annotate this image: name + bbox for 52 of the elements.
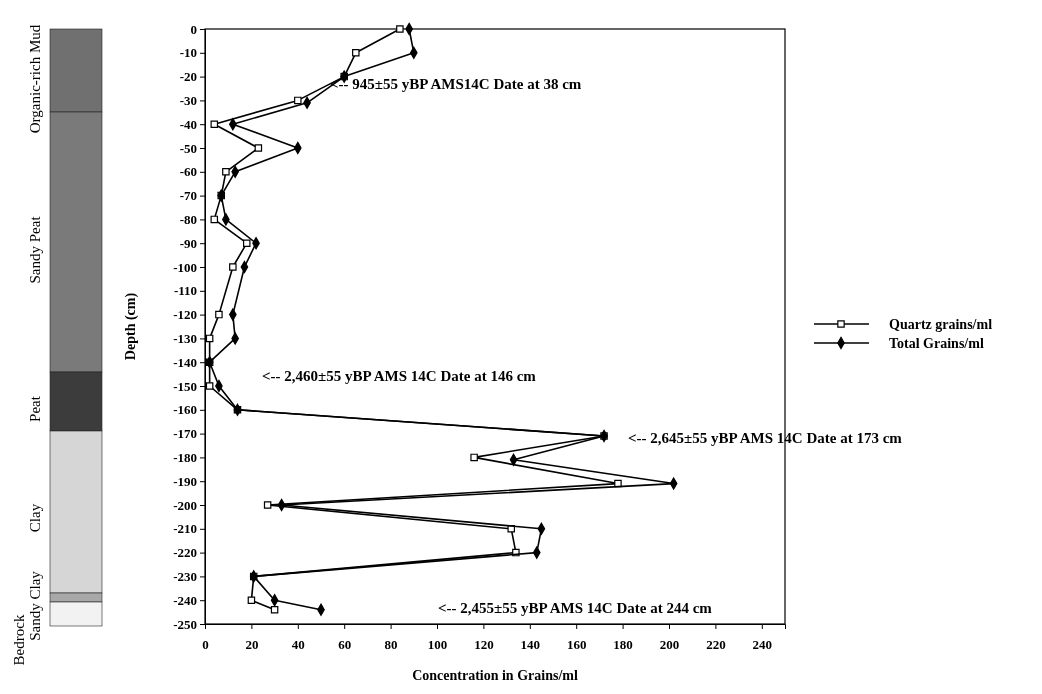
text: Clay <box>27 503 44 533</box>
legend-label: Total Grains/ml <box>889 335 984 351</box>
x-tick-label: 120 <box>474 636 494 652</box>
y-tick-label: -210 <box>173 521 197 537</box>
legend-label: Quartz grains/ml <box>889 316 993 332</box>
x-axis-title: Concentration in Grains/ml <box>412 668 578 683</box>
y-tick-label: -240 <box>173 592 197 608</box>
y-tick-label: -80 <box>179 212 197 228</box>
y-axis-title: Depth (cm) <box>123 292 139 361</box>
x-tick-label: 180 <box>613 636 633 652</box>
y-tick-label: -30 <box>179 93 197 109</box>
annotation: <-- 945±55 yBP AMS14C Date at 38 cm <box>330 76 582 93</box>
text: Sandy Peat <box>27 215 44 284</box>
y-tick-label: -50 <box>179 140 197 156</box>
y-tick-label: -190 <box>173 473 197 489</box>
x-tick-label: 140 <box>520 636 541 652</box>
y-tick-label: -140 <box>173 354 197 370</box>
text: Peat <box>27 395 44 422</box>
x-tick-label: 220 <box>706 636 726 652</box>
y-tick-label: -70 <box>179 188 197 204</box>
y-tick-label: -20 <box>179 69 197 85</box>
x-tick-label: 60 <box>338 636 352 652</box>
y-tick-label: -250 <box>173 616 197 632</box>
annotation: <-- 2,460±55 yBP AMS 14C Date at 146 cm <box>262 368 537 385</box>
y-tick-label: -130 <box>173 331 197 347</box>
y-tick-label: -40 <box>179 116 197 132</box>
x-tick-label: 100 <box>427 636 448 652</box>
y-tick-label: -160 <box>173 402 197 418</box>
y-tick-label: -10 <box>179 45 197 61</box>
y-tick-label: -230 <box>173 569 197 585</box>
text: Bedrock <box>11 614 28 666</box>
text: Organic-rich Mud <box>27 24 44 134</box>
y-tick-label: -200 <box>173 497 197 513</box>
y-tick-label: 0 <box>190 21 197 37</box>
y-tick-label: -170 <box>173 426 197 442</box>
annotation: <-- 2,455±55 yBP AMS 14C Date at 244 cm <box>438 600 713 617</box>
text: Sandy Clay <box>27 570 44 641</box>
x-tick-label: 40 <box>291 636 305 652</box>
y-tick-label: -180 <box>173 450 197 466</box>
y-tick-label: -100 <box>173 259 197 275</box>
x-tick-label: 0 <box>202 636 209 652</box>
y-tick-label: -110 <box>173 283 197 299</box>
y-tick-label: -220 <box>173 545 197 561</box>
x-tick-label: 200 <box>659 636 680 652</box>
x-tick-label: 80 <box>384 636 398 652</box>
x-tick-label: 160 <box>566 636 587 652</box>
y-tick-label: -60 <box>179 164 197 180</box>
y-tick-label: -90 <box>179 235 197 251</box>
y-tick-label: -150 <box>173 378 197 394</box>
x-tick-label: 20 <box>245 636 259 652</box>
y-tick-label: -120 <box>173 307 197 323</box>
x-tick-label: 240 <box>752 636 773 652</box>
